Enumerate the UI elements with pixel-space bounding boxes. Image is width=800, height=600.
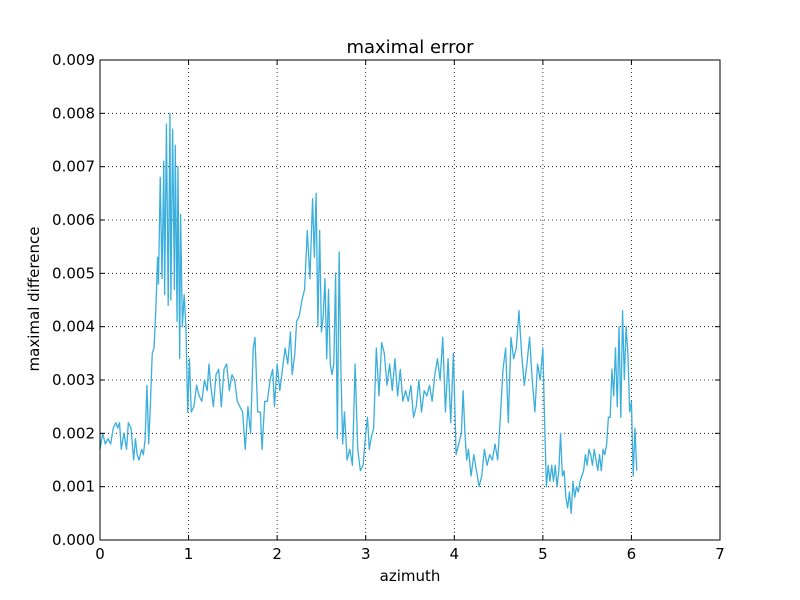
y-tick-label: 0.002 bbox=[52, 424, 95, 442]
x-tick-label: 1 bbox=[184, 545, 194, 563]
plot-frame bbox=[99, 59, 721, 541]
x-axis-label: azimuth bbox=[380, 567, 441, 585]
x-tick-label: 4 bbox=[450, 545, 460, 563]
y-tick-label: 0.001 bbox=[52, 478, 95, 496]
series-layer bbox=[99, 112, 638, 514]
y-tick-label: 0.005 bbox=[52, 264, 95, 282]
y-tick-label: 0.003 bbox=[52, 371, 95, 389]
series-line-0 bbox=[99, 112, 638, 514]
x-tick-label: 6 bbox=[627, 545, 637, 563]
tick-labels: 0 1 2 3 4 5 6 7 0.000 0.001 0.002 0.003 0.004 0.005 0.… bbox=[52, 51, 725, 563]
y-tick-label: 0.006 bbox=[52, 211, 95, 229]
y-axis-label: maximal difference bbox=[25, 227, 43, 372]
x-tick-label: 7 bbox=[715, 545, 725, 563]
x-tick-label: 5 bbox=[538, 545, 548, 563]
x-tick-label: 0 bbox=[95, 545, 105, 563]
grid bbox=[100, 60, 720, 540]
y-tick-label: 0.007 bbox=[52, 158, 95, 176]
y-tick-label: 0.008 bbox=[52, 104, 95, 122]
ticks bbox=[99, 59, 721, 541]
y-tick-label: 0.009 bbox=[52, 51, 95, 69]
x-tick-label: 3 bbox=[361, 545, 371, 563]
chart-title: maximal error bbox=[346, 37, 474, 58]
y-tick-label: 0.000 bbox=[52, 531, 95, 549]
x-tick-label: 2 bbox=[272, 545, 282, 563]
y-tick-label: 0.004 bbox=[52, 318, 95, 336]
